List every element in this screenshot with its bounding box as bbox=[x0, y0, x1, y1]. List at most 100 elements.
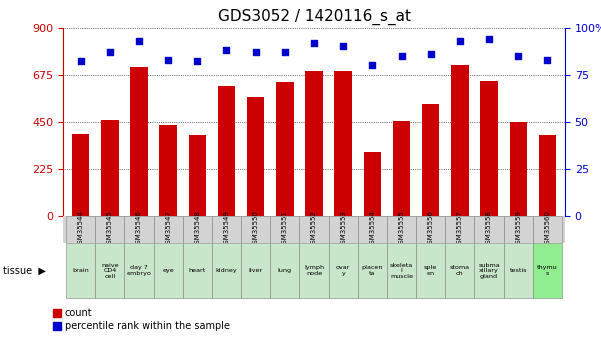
Text: GSM35554: GSM35554 bbox=[370, 210, 376, 248]
Text: stoma
ch: stoma ch bbox=[450, 265, 470, 276]
Bar bbox=[387, 216, 416, 243]
Text: ovar
y: ovar y bbox=[336, 265, 350, 276]
Bar bbox=[183, 216, 212, 243]
Text: GSM35548: GSM35548 bbox=[194, 210, 200, 248]
Text: GSM35547: GSM35547 bbox=[165, 210, 171, 248]
Text: GSM35556: GSM35556 bbox=[428, 210, 434, 248]
Bar bbox=[358, 243, 387, 298]
Bar bbox=[95, 243, 124, 298]
Point bbox=[513, 53, 523, 59]
Point bbox=[309, 40, 319, 46]
Text: tissue  ▶: tissue ▶ bbox=[3, 266, 46, 276]
Bar bbox=[212, 243, 241, 298]
Bar bbox=[364, 152, 381, 216]
Text: GSM35555: GSM35555 bbox=[398, 210, 404, 248]
Point bbox=[222, 47, 231, 53]
Text: GSM35552: GSM35552 bbox=[311, 210, 317, 248]
Bar bbox=[124, 216, 153, 243]
Bar bbox=[183, 243, 212, 298]
Text: lymph
node: lymph node bbox=[304, 265, 324, 276]
Title: GDS3052 / 1420116_s_at: GDS3052 / 1420116_s_at bbox=[218, 9, 410, 25]
Bar bbox=[299, 243, 329, 298]
Bar bbox=[95, 216, 124, 243]
Bar bbox=[153, 216, 183, 243]
Text: GSM35551: GSM35551 bbox=[282, 210, 288, 248]
Bar bbox=[393, 120, 410, 216]
Legend: count, percentile rank within the sample: count, percentile rank within the sample bbox=[53, 308, 230, 332]
Point bbox=[192, 59, 202, 64]
Bar bbox=[329, 216, 358, 243]
Bar bbox=[445, 243, 475, 298]
Bar bbox=[475, 216, 504, 243]
Point bbox=[76, 59, 85, 64]
Text: GSM35557: GSM35557 bbox=[457, 210, 463, 248]
Bar bbox=[538, 135, 556, 216]
Point bbox=[134, 38, 144, 43]
Point bbox=[105, 49, 115, 55]
Text: day 7
embryо: day 7 embryо bbox=[127, 265, 151, 276]
Bar bbox=[334, 71, 352, 216]
Bar bbox=[130, 67, 148, 216]
Text: eye: eye bbox=[162, 268, 174, 273]
Text: naive
CD4
cell: naive CD4 cell bbox=[101, 263, 118, 279]
Bar bbox=[124, 243, 153, 298]
Bar bbox=[276, 82, 294, 216]
Text: testis: testis bbox=[510, 268, 527, 273]
Text: subma
xillary
gland: subma xillary gland bbox=[478, 263, 500, 279]
Point bbox=[543, 57, 552, 62]
Bar bbox=[416, 243, 445, 298]
Bar bbox=[504, 216, 533, 243]
Bar bbox=[451, 65, 469, 216]
Point bbox=[338, 43, 348, 49]
Bar bbox=[510, 121, 527, 216]
Text: brain: brain bbox=[72, 268, 89, 273]
Bar bbox=[189, 135, 206, 216]
Bar bbox=[305, 71, 323, 216]
Text: GSM35544: GSM35544 bbox=[78, 210, 84, 248]
Bar bbox=[504, 243, 533, 298]
Text: GSM35550: GSM35550 bbox=[252, 210, 258, 248]
Text: GSM35546: GSM35546 bbox=[136, 210, 142, 248]
Bar bbox=[416, 216, 445, 243]
Bar bbox=[241, 243, 270, 298]
Bar bbox=[66, 216, 95, 243]
Bar bbox=[299, 216, 329, 243]
Bar bbox=[422, 104, 439, 216]
Bar bbox=[66, 243, 95, 298]
Bar bbox=[329, 243, 358, 298]
Point bbox=[455, 38, 465, 43]
Text: liver: liver bbox=[249, 268, 263, 273]
Bar bbox=[212, 216, 241, 243]
Text: skeleta
l
muscle: skeleta l muscle bbox=[390, 263, 413, 279]
Point bbox=[368, 62, 377, 68]
Bar bbox=[270, 243, 299, 298]
Point bbox=[280, 49, 290, 55]
Text: GSM35559: GSM35559 bbox=[515, 210, 521, 248]
Text: GSM35553: GSM35553 bbox=[340, 210, 346, 248]
Bar bbox=[153, 243, 183, 298]
Text: thymu
s: thymu s bbox=[537, 265, 558, 276]
Text: sple
en: sple en bbox=[424, 265, 438, 276]
Point bbox=[426, 51, 436, 57]
Text: placen
ta: placen ta bbox=[362, 265, 383, 276]
Bar bbox=[218, 86, 235, 216]
Bar bbox=[159, 125, 177, 216]
Bar bbox=[270, 216, 299, 243]
Point bbox=[397, 53, 406, 59]
Bar bbox=[241, 216, 270, 243]
Bar bbox=[445, 216, 475, 243]
Bar bbox=[358, 216, 387, 243]
Text: GSM35545: GSM35545 bbox=[107, 210, 113, 248]
Text: GSM35549: GSM35549 bbox=[224, 210, 230, 248]
Bar bbox=[475, 243, 504, 298]
Text: lung: lung bbox=[278, 268, 292, 273]
Bar bbox=[247, 97, 264, 216]
Bar bbox=[533, 216, 562, 243]
Bar bbox=[533, 243, 562, 298]
Bar bbox=[72, 134, 90, 216]
Text: GSM35558: GSM35558 bbox=[486, 210, 492, 248]
Text: GSM35560: GSM35560 bbox=[545, 210, 551, 248]
Text: heart: heart bbox=[189, 268, 206, 273]
Point bbox=[251, 49, 260, 55]
Point bbox=[163, 57, 173, 62]
